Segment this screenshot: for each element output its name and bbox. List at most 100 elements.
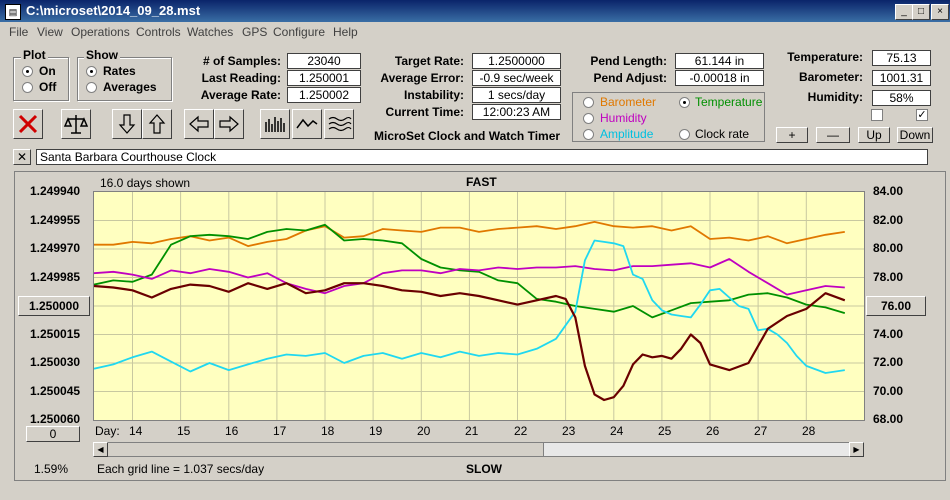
watch-name-field[interactable]: Santa Barbara Courthouse Clock (36, 149, 928, 165)
scale-down-button[interactable] (112, 109, 142, 139)
series-line-amplitude (93, 239, 845, 374)
menu-file[interactable]: File (9, 25, 29, 39)
right-axis-label: 78.00 (873, 270, 904, 284)
right-axis-label: 70.00 (873, 384, 904, 398)
instability-field: 1 secs/day (472, 87, 561, 103)
day-tick-label: 27 (754, 424, 768, 438)
amplitude-radio[interactable] (583, 129, 594, 140)
instability-label: Instability: (403, 88, 464, 102)
minimize-button[interactable]: _ (895, 4, 913, 20)
plot-area[interactable] (93, 191, 865, 421)
chart-svg (93, 192, 864, 420)
last-reading-label: Last Reading: (201, 71, 281, 85)
day-axis-label: Day: (95, 424, 120, 438)
day-tick-label: 19 (369, 424, 383, 438)
right-axis-label: 68.00 (873, 412, 904, 426)
multi-trace-button[interactable] (324, 109, 354, 139)
left-axis-label: 1.250015 (30, 327, 81, 341)
barometer-radio[interactable] (583, 97, 594, 108)
amplitude-option-label: Amplitude (600, 127, 654, 141)
target-rate-field[interactable]: 1.2500000 (472, 53, 561, 69)
left-axis-label: 1.250030 (30, 355, 81, 369)
humidity-radio[interactable] (583, 113, 594, 124)
clock-rate-radio[interactable] (679, 129, 690, 140)
days-shown-label: 16.0 days shown (100, 176, 191, 190)
average-error-label: Average Error: (380, 71, 464, 85)
arrow-right-icon (219, 115, 239, 133)
sensor-checkbox-2[interactable]: ✓ (916, 109, 928, 121)
sensor-down-button[interactable]: Down (897, 127, 933, 143)
day-tick-label: 16 (225, 424, 239, 438)
menu-help[interactable]: Help (333, 25, 358, 39)
current-time-field: 12:00:23 AM (472, 104, 561, 120)
day-tick-label: 20 (417, 424, 431, 438)
barometer-option-label: Barometer (600, 95, 657, 109)
barometer-field: 1001.31 (872, 70, 931, 86)
scroll-left-button[interactable] (184, 109, 214, 139)
right-axis-label: 80.00 (873, 241, 904, 255)
temperature-radio[interactable] (679, 97, 690, 108)
menu-controls[interactable]: Controls (136, 25, 181, 39)
show-rates-label: Rates (103, 64, 136, 78)
scroll-right-arrow[interactable]: ▶ (849, 442, 864, 457)
scrollbar-thumb[interactable] (108, 443, 544, 456)
temperature-option-label: Temperature (695, 95, 763, 109)
sensor-minus-button[interactable]: — (816, 127, 850, 143)
fast-label: FAST (466, 175, 497, 189)
plot-on-radio[interactable] (22, 66, 33, 77)
scroll-left-arrow[interactable]: ◀ (93, 442, 108, 457)
left-axis-label: 1.249985 (30, 270, 81, 284)
maximize-button[interactable]: □ (912, 4, 930, 20)
sensor-plus-button[interactable]: + (776, 127, 808, 143)
day-tick-label: 15 (177, 424, 191, 438)
show-rates-radio[interactable] (86, 66, 97, 77)
menu-operations[interactable]: Operations (71, 25, 130, 39)
pend-adjust-field[interactable]: -0.00018 in (675, 70, 764, 86)
right-axis-label: 84.00 (873, 184, 904, 198)
histogram-icon (265, 117, 285, 132)
menu-view[interactable]: View (37, 25, 63, 39)
close-x-icon: ✕ (16, 150, 28, 164)
clear-watch-button[interactable]: ✕ (13, 149, 31, 165)
window-title: C:\microset\2014_09_28.mst (26, 3, 201, 18)
grid-scale-note: Each grid line = 1.037 secs/day (97, 462, 265, 476)
app-caption: MicroSet Clock and Watch Timer (374, 129, 561, 143)
scroll-right-button[interactable] (214, 109, 244, 139)
histogram-button[interactable] (260, 109, 290, 139)
menu-configure[interactable]: Configure (273, 25, 326, 39)
calibrate-button[interactable] (61, 109, 91, 139)
sensor-checkbox-1[interactable] (871, 109, 883, 121)
app-icon[interactable]: ▤ (5, 4, 21, 20)
sensor-up-button[interactable]: Up (858, 127, 890, 143)
day-tick-label: 14 (129, 424, 143, 438)
right-center-button[interactable]: 76.00 (866, 296, 926, 316)
series-line-temperature (93, 223, 846, 319)
plot-off-radio[interactable] (22, 82, 33, 93)
left-center-button[interactable]: 1.250000 (18, 296, 90, 316)
current-time-label: Current Time: (385, 105, 464, 119)
series-line-clock-rate (93, 282, 846, 402)
day-tick-label: 22 (514, 424, 528, 438)
scale-up-button[interactable] (142, 109, 172, 139)
plot-on-label: On (39, 64, 56, 78)
multi-wave-icon (328, 116, 352, 132)
menu-watches[interactable]: Watches (187, 25, 234, 39)
pend-length-field[interactable]: 61.144 in (675, 53, 764, 69)
plot-off-label: Off (39, 80, 57, 94)
show-averages-radio[interactable] (86, 82, 97, 93)
stop-button[interactable] (13, 109, 43, 139)
menu-gps[interactable]: GPS (242, 25, 268, 39)
samples-label: # of Samples: (202, 54, 281, 68)
left-axis-label: 1.249955 (30, 213, 81, 227)
slow-label: SLOW (466, 462, 502, 476)
day-tick-label: 28 (802, 424, 816, 438)
day-offset-button[interactable]: 0 (26, 426, 80, 442)
arrow-up-icon (148, 114, 166, 134)
show-group-label: Show (84, 48, 120, 62)
day-tick-label: 17 (273, 424, 287, 438)
left-axis-label: 1.250060 (30, 412, 81, 426)
left-axis-label: 1.249970 (30, 241, 81, 255)
line-plot-button[interactable] (292, 109, 322, 139)
close-button[interactable]: × (931, 4, 949, 20)
balance-scale-icon (63, 115, 89, 134)
